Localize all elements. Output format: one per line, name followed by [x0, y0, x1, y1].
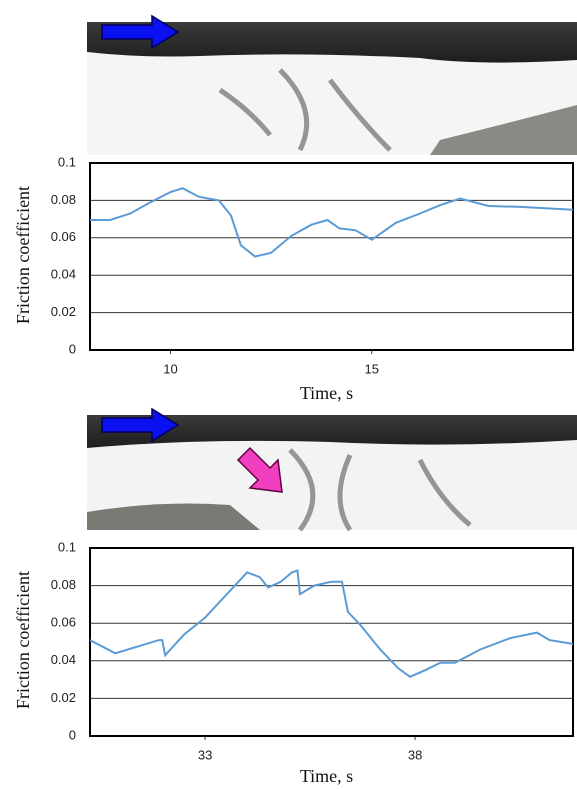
y-tick-label: 0.04 [51, 652, 76, 667]
x-tick-label: 38 [408, 747, 422, 762]
y-tick-label: 0.02 [51, 304, 76, 319]
y-tick-label: 0 [69, 727, 76, 742]
y-tick-label: 0.08 [51, 577, 76, 592]
y-tick-label: 0.06 [51, 229, 76, 244]
x-axis-title: Time, s [300, 383, 353, 403]
micrograph-2 [87, 407, 577, 532]
y-tick-label: 0.04 [51, 267, 76, 282]
x-tick-label: 33 [198, 747, 212, 762]
x-tick-label: 15 [365, 361, 379, 376]
friction-line [90, 187, 574, 258]
y-axis-title: Friction coefficient [13, 571, 33, 709]
micrograph-1 [87, 14, 577, 155]
y-tick-label: 0.08 [51, 192, 76, 207]
y-tick-label: 0.1 [58, 539, 76, 554]
plot-frame [89, 547, 574, 737]
y-tick-label: 0.02 [51, 690, 76, 705]
x-axis-title: Time, s [300, 766, 353, 786]
y-tick-label: 0.06 [51, 615, 76, 630]
y-tick-label: 0.1 [58, 154, 76, 169]
y-tick-label: 0 [69, 341, 76, 356]
x-tick-label: 10 [163, 361, 177, 376]
y-axis-title: Friction coefficient [13, 186, 33, 324]
friction-line [89, 569, 574, 678]
plot-frame [89, 162, 574, 351]
